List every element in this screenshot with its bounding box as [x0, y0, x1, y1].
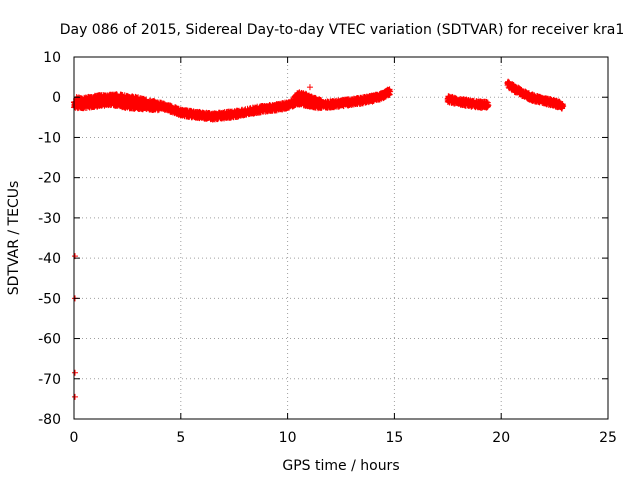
- y-axis-label: SDTVAR / TECUs: [6, 181, 22, 296]
- y-tick-label: 0: [52, 90, 61, 106]
- grid: [74, 57, 608, 419]
- y-tick-label: -50: [38, 291, 61, 307]
- x-tick-label: 25: [599, 430, 617, 446]
- y-tick-label: -60: [38, 332, 61, 348]
- chart-title: Day 086 of 2015, Sidereal Day-to-day VTE…: [60, 22, 625, 38]
- data-points: [71, 78, 567, 400]
- y-tick-label: -80: [38, 412, 61, 428]
- y-tick-label: -70: [38, 372, 61, 388]
- y-tick-label: 10: [43, 50, 61, 66]
- data-point: [72, 369, 78, 376]
- y-tick-label: -30: [38, 211, 61, 227]
- y-tick-label: -40: [38, 251, 61, 267]
- x-tick-label: 0: [70, 430, 79, 446]
- x-tick-label: 5: [176, 430, 185, 446]
- y-tick-label: -10: [38, 130, 61, 146]
- data-point: [306, 84, 313, 91]
- y-tick-label: -20: [38, 171, 61, 187]
- data-point: [72, 393, 78, 400]
- x-axis-label: GPS time / hours: [282, 458, 399, 474]
- x-tick-label: 15: [385, 430, 403, 446]
- x-tick-label: 10: [279, 430, 297, 446]
- x-tick-label: 20: [492, 430, 510, 446]
